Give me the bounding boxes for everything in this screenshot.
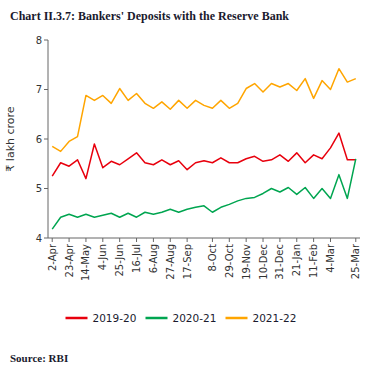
y-tick: [44, 139, 48, 140]
y-tick: [44, 40, 48, 41]
y-tick-label: 6: [36, 134, 42, 145]
x-tick: [119, 238, 120, 242]
x-tick: [153, 238, 154, 242]
x-tick-label: 11-Feb: [308, 244, 319, 278]
x-tick-label: 21-Jan: [291, 244, 302, 276]
x-tick: [212, 238, 213, 242]
x-tick: [187, 238, 188, 242]
x-tick: [229, 238, 230, 242]
y-tick: [44, 238, 48, 239]
legend-swatch: [226, 317, 248, 320]
x-tick-label: 27-Aug: [165, 244, 176, 280]
x-tick-label: 25-Jun: [114, 244, 125, 277]
x-tick-label: 16-Jul: [131, 244, 142, 273]
legend-label: 2021-22: [253, 312, 297, 324]
x-tick-label: 4-Jun: [97, 244, 108, 270]
x-tick-label: 6-Aug: [148, 244, 159, 273]
x-tick: [69, 238, 70, 242]
y-tick-label: 5: [36, 183, 42, 194]
source: Source: RBI: [10, 352, 68, 364]
y-tick: [44, 188, 48, 189]
x-tick-label: 8-Oct: [207, 244, 218, 272]
series-line: [52, 133, 356, 179]
legend-label: 2020-21: [173, 312, 217, 324]
x-tick: [170, 238, 171, 242]
x-tick: [330, 238, 331, 242]
x-tick-label: 23-Apr: [64, 243, 75, 277]
x-tick-label: 4-Mar: [325, 243, 336, 273]
x-tick: [136, 238, 137, 242]
plot-area: [52, 69, 356, 229]
x-tick-label: 19-Nov: [241, 244, 252, 280]
y-tick-label: 4: [36, 233, 42, 244]
x-tick: [313, 238, 314, 242]
legend-swatch: [146, 317, 168, 320]
x-tick-label: 10-Dec: [258, 244, 269, 280]
x-tick: [85, 238, 86, 242]
x-axis: 2-Apr 23-Apr 14-May 4-Jun 25-Jun 16-Jul 6-Aug 2…: [47, 238, 362, 281]
legend-label: 2019-20: [93, 312, 137, 324]
y-axis-label: ₹ lakh crore: [4, 106, 17, 171]
chart: Chart II.3.7: Bankers' Deposits with the…: [0, 0, 371, 372]
x-tick: [263, 238, 264, 242]
series-line: [52, 69, 356, 152]
y-tick-label: 7: [36, 84, 42, 95]
x-tick: [355, 238, 356, 242]
x-tick: [52, 238, 53, 242]
x-tick: [102, 238, 103, 242]
x-tick: [296, 238, 297, 242]
y-tick: [44, 89, 48, 90]
legend: 2019-20 2020-21 2021-22: [66, 312, 297, 324]
x-tick-label: 31-Dec: [274, 244, 285, 280]
x-tick-label: 2-Apr: [47, 243, 58, 271]
x-tick-label: 29-Oct: [224, 244, 235, 278]
x-tick-label: 25-Mar: [350, 243, 361, 279]
x-tick-label: 17-Sep: [182, 244, 193, 279]
x-tick: [279, 238, 280, 242]
y-tick-label: 8: [36, 35, 42, 46]
y-axis: 4 5 6 7 8: [36, 35, 48, 244]
x-tick: [246, 238, 247, 242]
title: Chart II.3.7: Bankers' Deposits with the…: [10, 9, 289, 23]
x-tick-label: 14-May: [80, 244, 91, 281]
series-line: [52, 159, 356, 229]
legend-swatch: [66, 317, 88, 320]
